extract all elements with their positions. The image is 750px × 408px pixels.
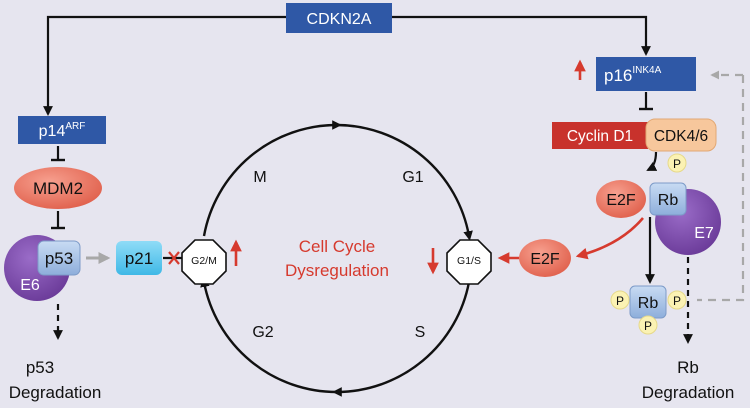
cyclin-d1-label: Cyclin D1: [567, 128, 633, 145]
e2f-release-arrow: [575, 217, 644, 260]
e2f-bound-node: E2F: [596, 180, 646, 218]
e6-label: E6: [20, 277, 40, 294]
svg-text:P: P: [644, 319, 652, 333]
g1s-checkpoint: G1/S: [446, 239, 492, 285]
rb-degradation-line1: Rb: [677, 358, 699, 377]
cdkn2a-to-p16-arrow: [392, 15, 651, 56]
cdkn2a-node: CDKN2A: [286, 3, 392, 33]
p21-node: p21: [116, 241, 162, 275]
cdk46-node: CDK4/6: [645, 118, 717, 152]
phase-g1-label: G1: [402, 169, 423, 186]
cycle-arc-m: [202, 120, 342, 237]
cdkn2a-label: CDKN2A: [307, 11, 372, 28]
svg-text:P: P: [673, 294, 681, 308]
e2f-bound-label: E2F: [606, 192, 636, 209]
mdm2-label: MDM2: [33, 179, 83, 198]
center-label-line2: Dysregulation: [285, 261, 389, 280]
cycle-arc-g1: [336, 123, 473, 241]
p53-node: p53: [37, 240, 81, 276]
rb-node: Rb: [649, 182, 687, 216]
cycle-arc-s: [332, 281, 471, 397]
center-label-line1: Cell Cycle: [299, 237, 376, 256]
phospho-label: P: [673, 157, 681, 171]
g2m-label: G2/M: [191, 255, 217, 267]
blocked-x-icon: [168, 251, 180, 265]
prb-phospho-bottom: P: [638, 315, 658, 335]
phase-g2-label: G2: [252, 324, 273, 341]
p16ink4a-superscript: INK4A: [632, 65, 661, 76]
e2f-free-node: E2F: [519, 239, 571, 277]
prb-phospho-right: P: [667, 290, 687, 310]
rb-feedback-dashed-line: [697, 75, 745, 302]
p14arf-superscript: ARF: [65, 121, 85, 132]
phase-m-label: M: [253, 169, 266, 186]
prb-node: Rb: [629, 285, 667, 319]
g1s-label: G1/S: [457, 255, 481, 267]
p53-degradation-line1: p53: [26, 358, 54, 377]
p53-label: p53: [45, 249, 73, 268]
svg-text:p14ARF: p14ARF: [39, 121, 86, 140]
e2f-free-label: E2F: [530, 251, 560, 268]
phase-s-label: S: [415, 324, 426, 341]
p16ink4a-node: p16INK4A: [596, 57, 696, 91]
rb-phospho-badge: P: [667, 153, 687, 173]
cycle-arc-g2: [200, 277, 338, 394]
cdkn2a-to-p14-arrow: [43, 15, 286, 116]
p21-label: p21: [125, 249, 153, 268]
prb-label: Rb: [638, 295, 659, 312]
svg-text:p16INK4A: p16INK4A: [604, 65, 662, 85]
svg-text:P: P: [616, 294, 624, 308]
mdm2-node: MDM2: [14, 167, 102, 209]
e7-label: E7: [694, 225, 714, 242]
g2m-checkpoint: G2/M: [181, 239, 227, 285]
rb-label: Rb: [658, 192, 679, 209]
cdk46-label: CDK4/6: [654, 128, 708, 145]
cell-cycle-ring: [200, 120, 473, 397]
p14arf-node: p14ARF: [18, 116, 106, 144]
p53-degradation-line2: Degradation: [9, 383, 102, 402]
cyclin-d1-node: Cyclin D1: [552, 122, 648, 149]
cdk-phosphorylates-rb-arrow: [646, 151, 658, 171]
p16ink4a-label: p16: [604, 66, 632, 85]
prb-phospho-left: P: [610, 290, 630, 310]
rb-degradation-line2: Degradation: [642, 383, 735, 402]
p14arf-label: p14: [39, 123, 66, 140]
